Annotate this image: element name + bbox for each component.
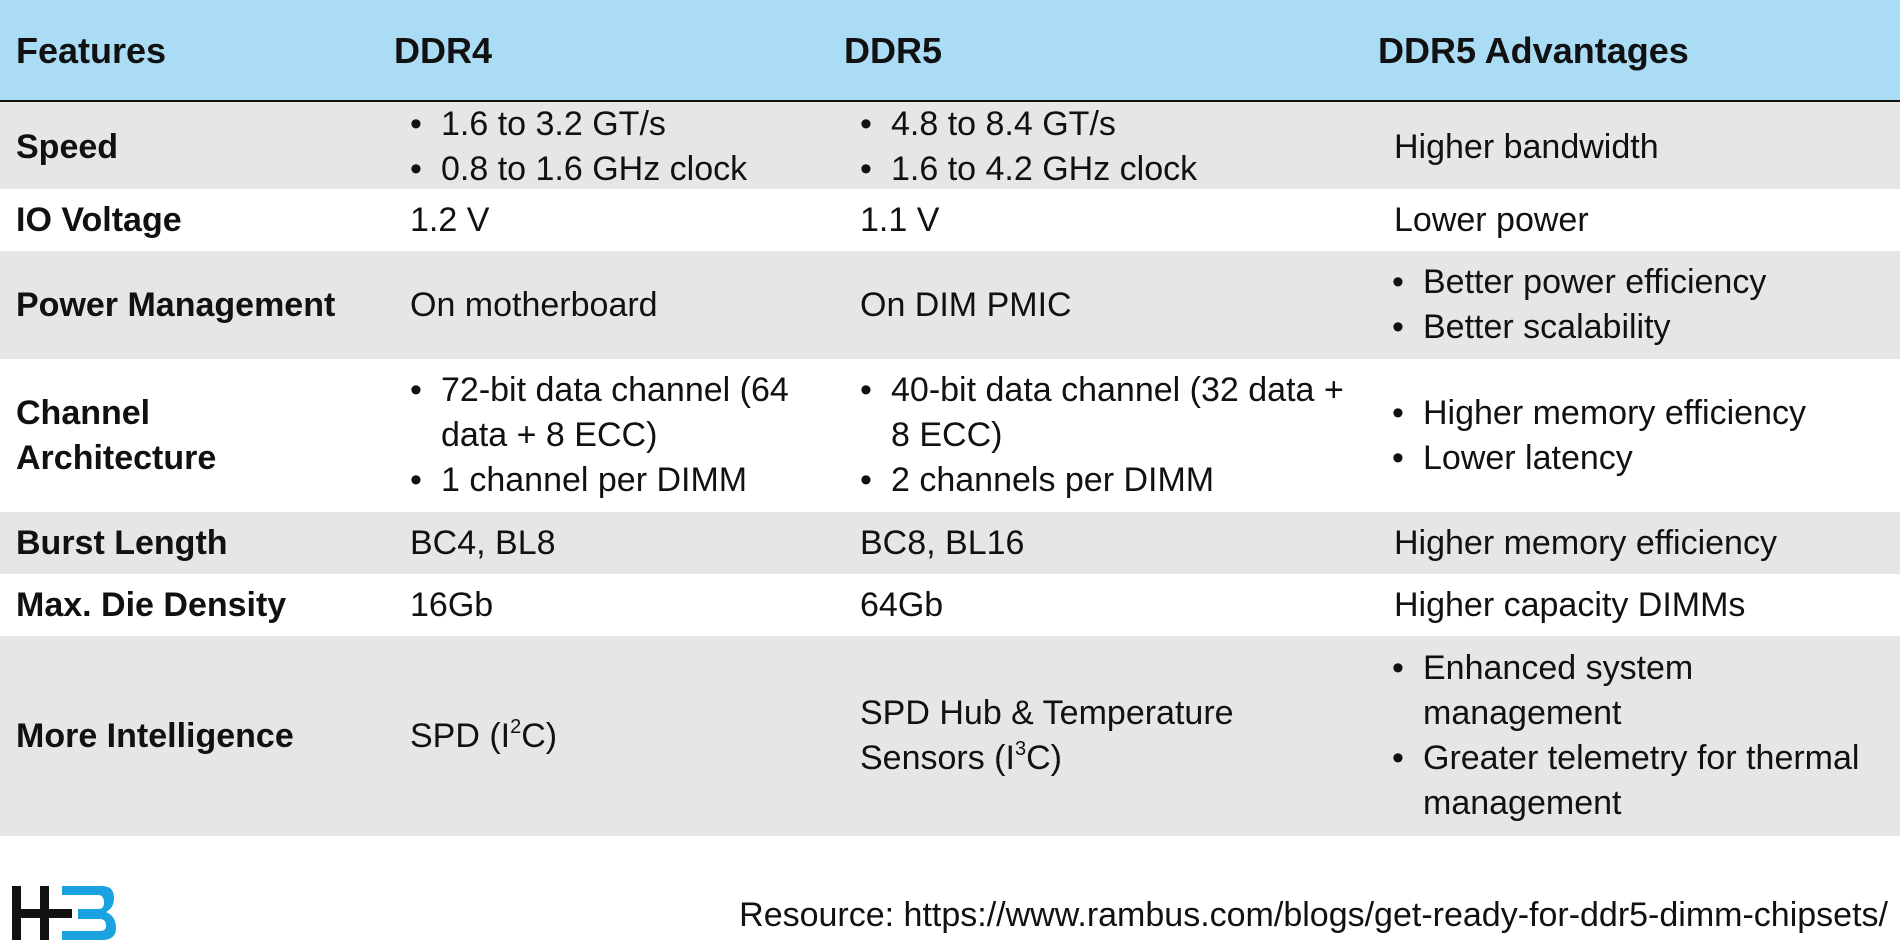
ddr5-cell: SPD Hub & Temperature Sensors (I3C) bbox=[844, 691, 1358, 781]
ddr4-cell: 16Gb bbox=[410, 585, 494, 624]
table-header-row: Features DDR4 DDR5 DDR5 Advantages bbox=[0, 0, 1900, 102]
ddr4-cell: On motherboard bbox=[410, 285, 658, 324]
ddr5-cell: BC8, BL16 bbox=[860, 523, 1025, 562]
ddr5-cell: 40-bit data channel (32 data + 8 ECC) 2 … bbox=[844, 368, 1358, 503]
ddr4-cell: BC4, BL8 bbox=[410, 523, 556, 562]
spd-hub-line: SPD Hub & Temperature bbox=[860, 694, 1234, 732]
ddr4-cell: 1.6 to 3.2 GT/s 0.8 to 1.6 GHz clock bbox=[394, 102, 844, 192]
feature-label: Power Management bbox=[16, 285, 336, 324]
bullet-item: 1 channel per DIMM bbox=[410, 458, 830, 503]
spd-text-suffix: C) bbox=[521, 716, 558, 755]
advantage-cell: Lower power bbox=[1394, 200, 1589, 239]
header-ddr5-advantages: DDR5 Advantages bbox=[1378, 29, 1689, 71]
comparison-table: Features DDR4 DDR5 DDR5 Advantages Speed… bbox=[0, 0, 1900, 836]
bullet-item: 0.8 to 1.6 GHz clock bbox=[410, 147, 830, 192]
sensors-text: Sensors (I bbox=[860, 739, 1015, 777]
bullet-item: Lower latency bbox=[1392, 436, 1886, 481]
advantage-cell: Higher bandwidth bbox=[1394, 127, 1659, 166]
ddr4-cell: SPD (I2C) bbox=[394, 714, 844, 759]
bullet-item: 2 channels per DIMM bbox=[860, 458, 1344, 503]
bullet-item: 4.8 to 8.4 GT/s bbox=[860, 102, 1344, 147]
ddr5-cell: 64Gb bbox=[860, 585, 944, 624]
header-features: Features bbox=[16, 29, 167, 71]
sensors-text-suffix: C) bbox=[1026, 739, 1062, 777]
advantage-cell: Enhanced system management Greater telem… bbox=[1358, 646, 1900, 826]
h3-logo: H3 bbox=[12, 886, 116, 940]
bullet-item: Better power efficiency bbox=[1392, 260, 1886, 305]
superscript: 2 bbox=[510, 715, 522, 738]
sensors-line: Sensors (I3C) bbox=[860, 736, 1344, 781]
ddr5-cell: 4.8 to 8.4 GT/s 1.6 to 4.2 GHz clock bbox=[844, 102, 1358, 192]
ddr4-cell: 1.2 V bbox=[410, 200, 490, 239]
advantage-cell: Higher memory efficiency Lower latency bbox=[1358, 391, 1900, 481]
table-row-max-die-density: Max. Die Density 16Gb 64Gb Higher capaci… bbox=[0, 574, 1900, 636]
bullet-item: Better scalability bbox=[1392, 305, 1886, 350]
table-row-io-voltage: IO Voltage 1.2 V 1.1 V Lower power bbox=[0, 189, 1900, 251]
resource-citation: Resource: https://www.rambus.com/blogs/g… bbox=[739, 896, 1888, 934]
table-row-channel-architecture: Channel Architecture 72-bit data channel… bbox=[0, 359, 1900, 512]
bullet-item: Greater telemetry for thermal management bbox=[1392, 736, 1886, 826]
header-ddr5: DDR5 bbox=[844, 29, 943, 71]
table-row-more-intelligence: More Intelligence SPD (I2C) SPD Hub & Te… bbox=[0, 636, 1900, 836]
advantage-cell: Higher capacity DIMMs bbox=[1394, 585, 1746, 624]
feature-label-line: Channel bbox=[16, 393, 151, 432]
bullet-item: 1.6 to 4.2 GHz clock bbox=[860, 147, 1344, 192]
feature-label: IO Voltage bbox=[16, 200, 182, 239]
ddr5-cell: On DIM PMIC bbox=[860, 285, 1072, 324]
ddr5-cell: 1.1 V bbox=[860, 200, 940, 239]
bullet-item: Higher memory efficiency bbox=[1392, 391, 1886, 436]
table-row-power-management: Power Management On motherboard On DIM P… bbox=[0, 251, 1900, 359]
bullet-item: 72-bit data channel (64 data + 8 ECC) bbox=[410, 368, 830, 458]
feature-label: Speed bbox=[16, 127, 119, 166]
bullet-item: Enhanced system management bbox=[1392, 646, 1886, 736]
feature-label: Channel Architecture bbox=[0, 391, 394, 481]
feature-label: Max. Die Density bbox=[16, 585, 287, 624]
advantage-cell: Better power efficiency Better scalabili… bbox=[1358, 260, 1900, 350]
bullet-item: 1.6 to 3.2 GT/s bbox=[410, 102, 830, 147]
feature-label: More Intelligence bbox=[16, 716, 294, 755]
feature-label: Burst Length bbox=[16, 523, 228, 562]
ddr4-cell: 72-bit data channel (64 data + 8 ECC) 1 … bbox=[394, 368, 844, 503]
bullet-item: 40-bit data channel (32 data + 8 ECC) bbox=[860, 368, 1344, 458]
spd-text: SPD (I bbox=[410, 716, 511, 755]
table-row-speed: Speed 1.6 to 3.2 GT/s 0.8 to 1.6 GHz clo… bbox=[0, 102, 1900, 192]
feature-label-line: Architecture bbox=[16, 438, 217, 477]
header-ddr4: DDR4 bbox=[394, 29, 493, 71]
superscript: 3 bbox=[1014, 738, 1027, 760]
table-row-burst-length: Burst Length BC4, BL8 BC8, BL16 Higher m… bbox=[0, 512, 1900, 574]
advantage-cell: Higher memory efficiency bbox=[1394, 523, 1777, 562]
